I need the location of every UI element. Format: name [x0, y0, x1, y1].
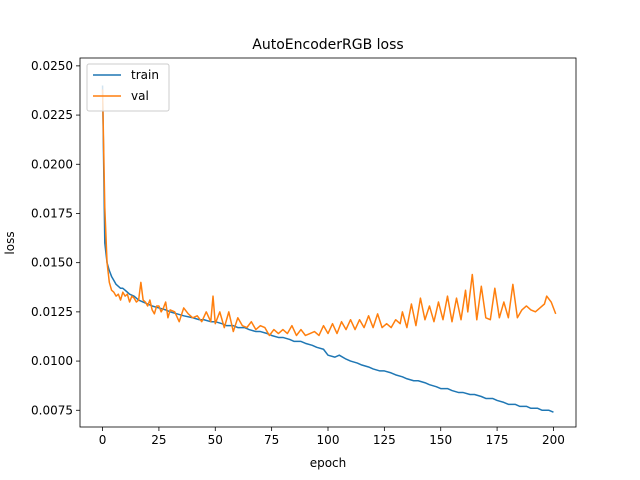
x-tick-label: 50 — [208, 433, 223, 447]
series-line-val — [101, 89, 557, 337]
x-tick-label: 200 — [542, 433, 565, 447]
y-tick-label: 0.0150 — [31, 256, 73, 270]
y-tick-label: 0.0175 — [31, 206, 73, 220]
x-tick-label: 75 — [264, 433, 279, 447]
y-tick-label: 0.0200 — [31, 157, 73, 171]
y-tick-label: 0.0250 — [31, 59, 73, 73]
y-tick-label: 0.0075 — [31, 403, 73, 417]
chart-title: AutoEncoderRGB loss — [252, 37, 403, 53]
x-axis: 0 25 50 75 100 125 150 175 200 — [99, 427, 565, 447]
y-axis: 0.0075 0.0100 0.0125 0.0150 0.0175 0.0200 0.02… — [31, 59, 80, 417]
legend-label-train: train — [131, 68, 159, 82]
y-tick-label: 0.0100 — [31, 354, 73, 368]
x-tick-label: 25 — [151, 433, 166, 447]
x-tick-label: 150 — [429, 433, 452, 447]
series-line-train — [101, 85, 554, 413]
y-tick-label: 0.0125 — [31, 305, 73, 319]
legend-label-val: val — [131, 89, 149, 103]
y-tick-label: 0.0225 — [31, 108, 73, 122]
series-group — [101, 85, 557, 413]
y-axis-label: loss — [3, 231, 17, 254]
legend: train val — [86, 63, 170, 112]
x-tick-label: 175 — [486, 433, 509, 447]
x-axis-label: epoch — [310, 456, 347, 470]
x-tick-label: 125 — [373, 433, 396, 447]
x-tick-label: 100 — [317, 433, 340, 447]
x-tick-label: 0 — [99, 433, 107, 447]
